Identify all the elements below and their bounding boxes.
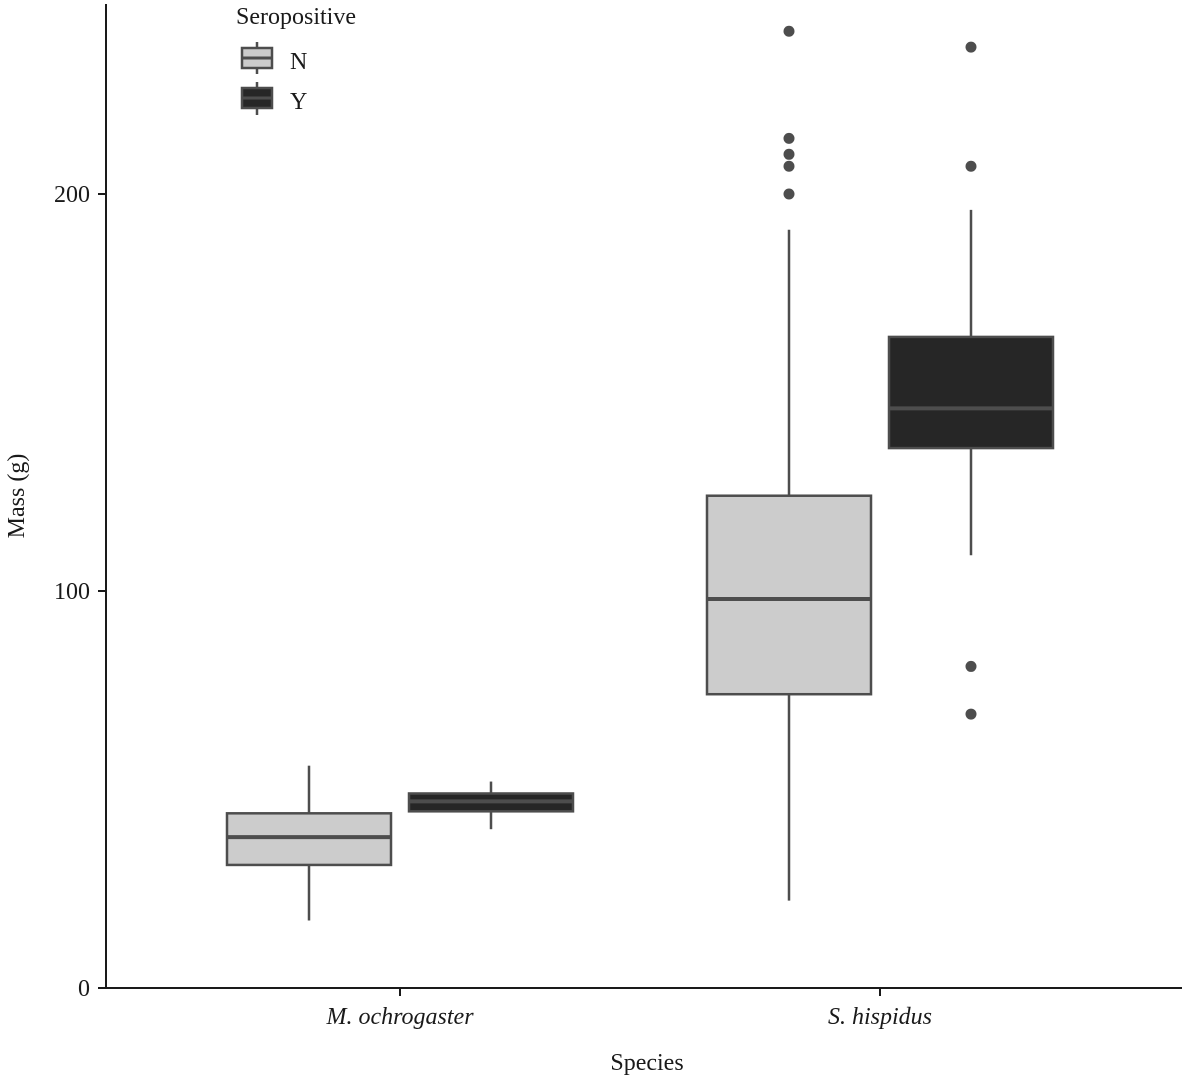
box-group-s-hispidus-y <box>887 41 1055 720</box>
outlier-s-hispidus-y-3 <box>965 41 977 53</box>
y-tick-label-0: 0 <box>78 976 90 1002</box>
x-tick-label-s-hispidus: S. hispidus <box>828 1004 932 1030</box>
legend-entry-n: N <box>240 42 307 75</box>
axis-layer: 0 100 200 M. ochrogaster S. hispidus <box>54 182 932 1030</box>
plot-area <box>225 25 1055 921</box>
box-group-s-hispidus-n <box>705 25 873 901</box>
box-s-hispidus-y <box>887 335 1055 450</box>
outlier-s-hispidus-n-4 <box>783 25 795 37</box>
y-tick-label-100: 100 <box>54 579 90 605</box>
outlier-s-hispidus-n-3 <box>783 132 795 144</box>
outlier-s-hispidus-n-2 <box>783 148 795 160</box>
legend: Seropositive N Y <box>236 4 356 115</box>
legend-entry-y: Y <box>240 82 307 115</box>
y-tick-label-200: 200 <box>54 182 90 208</box>
box-group-m-ochrogaster-n <box>225 765 393 921</box>
y-axis-title: Mass (g) <box>4 454 30 539</box>
x-axis-title: Species <box>610 1050 683 1076</box>
legend-label-y: Y <box>290 89 307 115</box>
box-group-m-ochrogaster-y <box>407 781 575 830</box>
outlier-s-hispidus-n-0 <box>783 188 795 200</box>
outlier-s-hispidus-n-1 <box>783 160 795 172</box>
outlier-s-hispidus-y-1 <box>965 660 977 672</box>
legend-label-n: N <box>290 49 307 75</box>
x-tick-label-m-ochrogaster: M. ochrogaster <box>325 1004 474 1030</box>
box-s-hispidus-n <box>705 494 873 696</box>
outlier-s-hispidus-y-0 <box>965 708 977 720</box>
outlier-s-hispidus-y-2 <box>965 160 977 172</box>
legend-title: Seropositive <box>236 4 356 30</box>
